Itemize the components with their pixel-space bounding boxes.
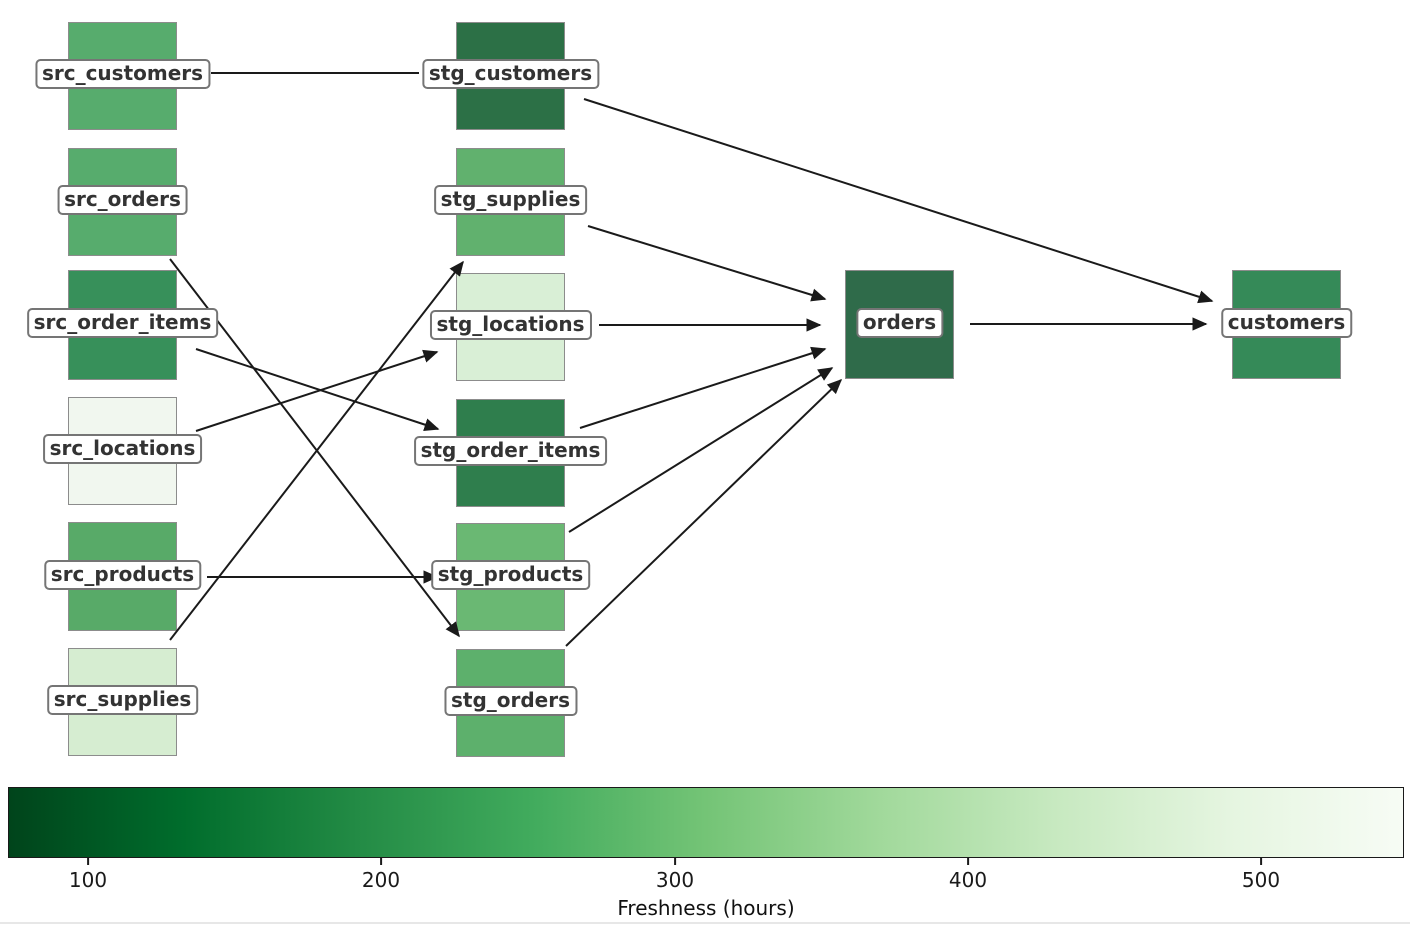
colorbar-tick-label: 400: [948, 868, 988, 892]
node-label-src_supplies: src_supplies: [46, 685, 199, 715]
node-label-stg_supplies: stg_supplies: [433, 185, 588, 215]
node-label-stg_order_items: stg_order_items: [413, 436, 608, 466]
node-label-stg_customers: stg_customers: [421, 59, 600, 89]
node-label-src_products: src_products: [43, 559, 202, 590]
node-label-src_orders: src_orders: [57, 185, 188, 215]
node-label-orders: orders: [855, 307, 944, 338]
colorbar-tick-mark: [380, 858, 382, 865]
node-label-stg_orders: stg_orders: [443, 686, 578, 716]
node-label-stg_locations: stg_locations: [429, 310, 592, 340]
colorbar-axis-label: Freshness (hours): [617, 896, 795, 920]
node-label-customers: customers: [1220, 307, 1353, 338]
edge-src_locations-stg_locations: [195, 349, 439, 432]
colorbar-tick-mark: [674, 858, 676, 865]
colorbar-tick-label: 100: [68, 868, 108, 892]
colorbar-tick-label: 500: [1241, 868, 1281, 892]
edge-stg_products-orders: [568, 367, 834, 533]
colorbar-tick-mark: [967, 858, 969, 865]
figure-bottom-border: [0, 922, 1410, 924]
node-label-stg_products: stg_products: [430, 560, 591, 590]
colorbar-gradient: [8, 787, 1404, 858]
colorbar-tick-label: 300: [655, 868, 695, 892]
edge-src_order_items-stg_order_items: [195, 348, 440, 432]
node-label-src_customers: src_customers: [34, 59, 211, 89]
colorbar-tick-label: 200: [361, 868, 401, 892]
edge-stg_order_items-orders: [579, 346, 827, 429]
edge-stg_supplies-orders: [587, 225, 827, 302]
node-label-src_order_items: src_order_items: [26, 308, 219, 338]
node-label-src_locations: src_locations: [42, 434, 203, 464]
colorbar-tick-mark: [87, 858, 89, 865]
edge-stg_orders-orders: [565, 378, 843, 647]
colorbar-tick-mark: [1260, 858, 1262, 865]
